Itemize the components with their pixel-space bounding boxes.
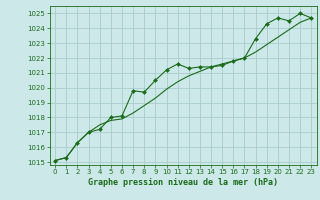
X-axis label: Graphe pression niveau de la mer (hPa): Graphe pression niveau de la mer (hPa) <box>88 178 278 187</box>
